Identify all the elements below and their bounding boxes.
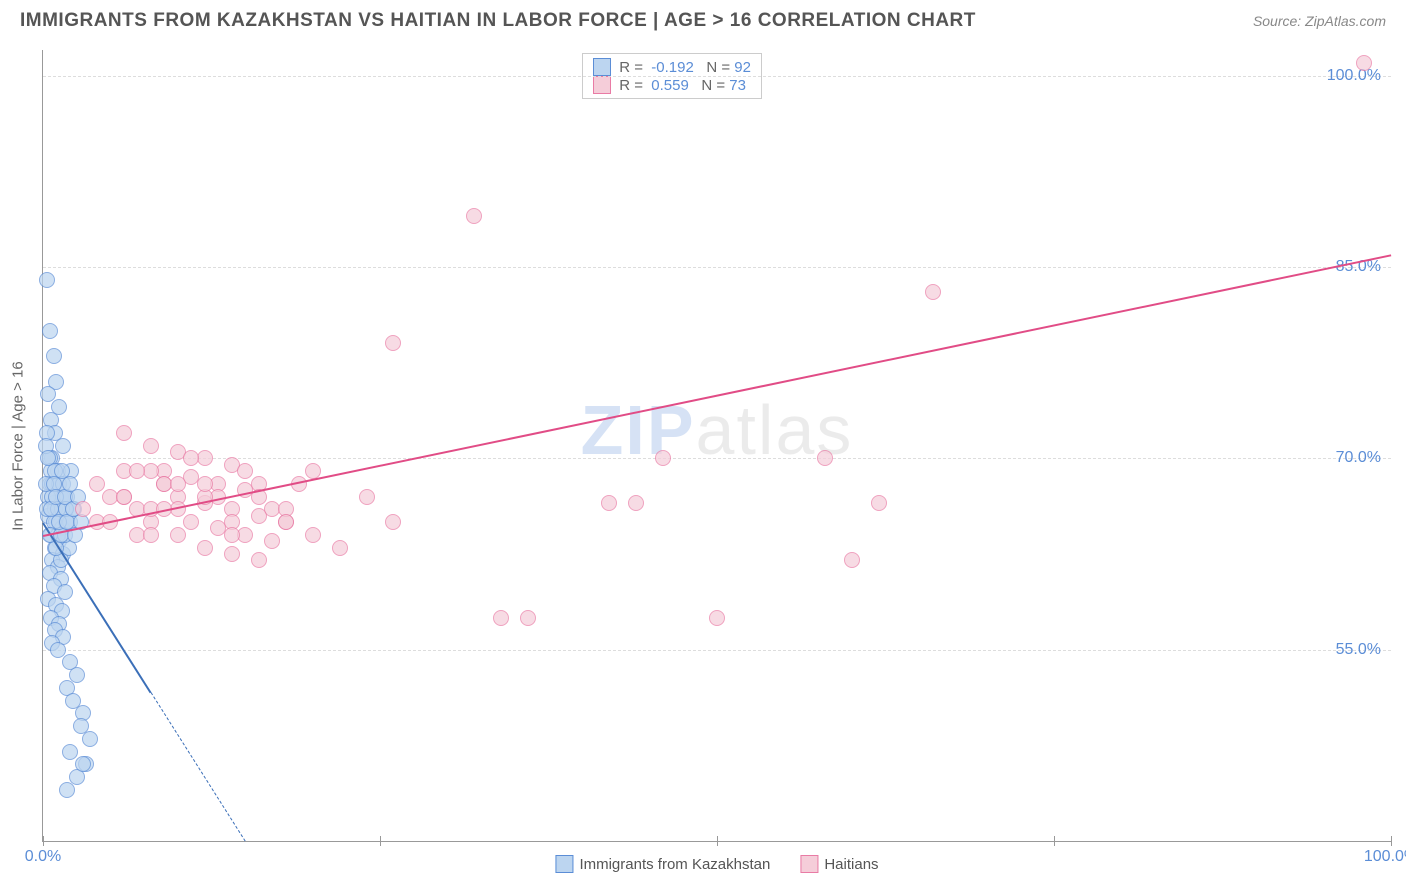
scatter-point — [601, 495, 617, 511]
gridline — [43, 458, 1391, 459]
legend-item: Haitians — [800, 855, 878, 873]
y-tick-label: 100.0% — [1327, 67, 1381, 85]
scatter-point — [55, 438, 71, 454]
x-tick-mark — [380, 836, 381, 846]
scatter-point — [170, 476, 186, 492]
scatter-point — [183, 514, 199, 530]
scatter-point — [264, 533, 280, 549]
scatter-point — [251, 552, 267, 568]
x-tick-mark — [1391, 836, 1392, 846]
scatter-point — [359, 489, 375, 505]
trend-line — [43, 254, 1391, 537]
scatter-point — [42, 323, 58, 339]
scatter-point — [116, 489, 132, 505]
gridline — [43, 650, 1391, 651]
x-tick-mark — [43, 836, 44, 846]
y-tick-label: 70.0% — [1336, 449, 1381, 467]
scatter-point — [237, 463, 253, 479]
scatter-point — [197, 476, 213, 492]
scatter-point — [82, 731, 98, 747]
y-tick-label: 55.0% — [1336, 641, 1381, 659]
scatter-point — [871, 495, 887, 511]
stats-row: R = -0.192 N = 92 — [593, 58, 751, 76]
scatter-point — [305, 527, 321, 543]
scatter-point — [62, 744, 78, 760]
scatter-point — [628, 495, 644, 511]
scatter-point — [817, 450, 833, 466]
scatter-point — [224, 527, 240, 543]
scatter-point — [89, 476, 105, 492]
scatter-point — [925, 284, 941, 300]
scatter-point — [385, 514, 401, 530]
scatter-point — [75, 501, 91, 517]
scatter-point — [170, 527, 186, 543]
x-tick-label: 100.0% — [1364, 848, 1406, 866]
scatter-point — [75, 756, 91, 772]
scatter-point — [39, 272, 55, 288]
scatter-point — [46, 348, 62, 364]
scatter-point — [709, 610, 725, 626]
scatter-point — [116, 425, 132, 441]
scatter-point — [520, 610, 536, 626]
scatter-point — [143, 438, 159, 454]
scatter-point — [1356, 55, 1372, 71]
scatter-chart: In Labor Force | Age > 16 ZIPatlas R = -… — [42, 50, 1391, 842]
scatter-point — [844, 552, 860, 568]
scatter-point — [385, 335, 401, 351]
x-tick-label: 0.0% — [25, 848, 61, 866]
scatter-point — [50, 642, 66, 658]
scatter-point — [59, 782, 75, 798]
gridline — [43, 267, 1391, 268]
x-tick-mark — [1054, 836, 1055, 846]
series-legend: Immigrants from Kazakhstan Haitians — [555, 855, 878, 873]
chart-title: IMMIGRANTS FROM KAZAKHSTAN VS HAITIAN IN… — [20, 10, 976, 32]
gridline — [43, 76, 1391, 77]
scatter-point — [129, 463, 145, 479]
trend-line-extrapolated — [150, 692, 245, 841]
scatter-point — [493, 610, 509, 626]
stats-row: R = 0.559 N = 73 — [593, 76, 751, 94]
scatter-point — [183, 450, 199, 466]
scatter-point — [278, 514, 294, 530]
scatter-point — [143, 527, 159, 543]
legend-item: Immigrants from Kazakhstan — [555, 855, 770, 873]
scatter-point — [224, 546, 240, 562]
x-tick-mark — [717, 836, 718, 846]
scatter-point — [466, 208, 482, 224]
scatter-point — [40, 450, 56, 466]
scatter-point — [197, 540, 213, 556]
scatter-point — [332, 540, 348, 556]
y-axis-label: In Labor Force | Age > 16 — [10, 361, 27, 530]
source-label: Source: ZipAtlas.com — [1253, 13, 1386, 29]
scatter-point — [655, 450, 671, 466]
